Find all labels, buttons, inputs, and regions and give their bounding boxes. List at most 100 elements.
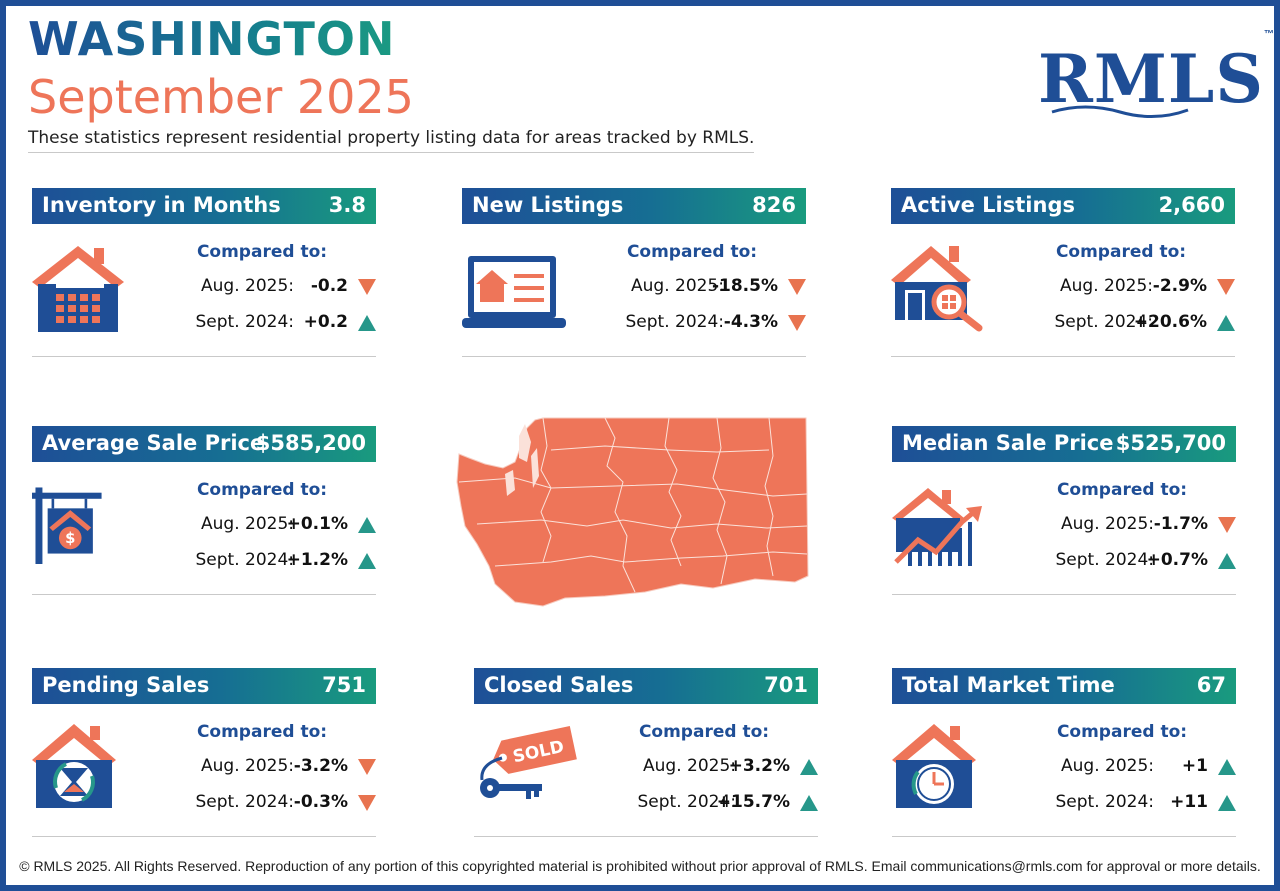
row-value: +15.7% (716, 792, 790, 812)
down-arrow-icon (788, 315, 806, 331)
row-label: Aug. 2025: (201, 756, 294, 776)
card-title: Average Sale Price (42, 431, 265, 455)
down-arrow-icon (1218, 517, 1236, 533)
logo-trademark: ™ (1263, 29, 1275, 40)
row-label: Aug. 2025: (201, 276, 294, 296)
comparison-row-year: Sept. 2024: +0.2 (118, 310, 378, 334)
row-value: +20.6% (1133, 312, 1207, 332)
compared-label: Compared to: (638, 722, 770, 742)
up-arrow-icon (358, 315, 376, 331)
row-value: +1.2% (286, 550, 348, 570)
divider (474, 836, 818, 837)
comparison-row-month: Aug. 2025: -1.7% (978, 512, 1238, 536)
row-label: Aug. 2025: (1061, 756, 1154, 776)
copyright-footer: © RMLS 2025. All Rights Reserved. Reprod… (19, 858, 1261, 874)
card-header: Total Market Time 67 (892, 668, 1236, 704)
row-label: Aug. 2025: (1060, 276, 1153, 296)
card-header: Active Listings 2,660 (891, 188, 1235, 224)
card-inventory-in-months: Inventory in Months 3.8 Compared to: Aug… (32, 188, 378, 360)
laptop-listing-icon (462, 256, 566, 328)
card-pending-sales: Pending Sales 751 Compared to: Aug. 2025… (32, 668, 378, 840)
row-value: +0.7% (1146, 550, 1208, 570)
up-arrow-icon (358, 553, 376, 569)
card-active-listings: Active Listings 2,660 Compared to: Aug. … (891, 188, 1237, 360)
row-value: -1.7% (1153, 514, 1208, 534)
card-value: 751 (322, 673, 366, 697)
compared-label: Compared to: (196, 480, 328, 500)
page-title: WASHINGTON (28, 12, 396, 66)
row-label: Sept. 2024: (195, 550, 294, 570)
card-header: Inventory in Months 3.8 (32, 188, 376, 224)
up-arrow-icon (1218, 795, 1236, 811)
card-average-sale-price: Average Sale Price $585,200 $ Compared t… (32, 426, 378, 598)
card-title: Active Listings (901, 193, 1075, 217)
row-label: Aug. 2025: (201, 514, 294, 534)
compared-label: Compared to: (1056, 722, 1188, 742)
card-value: $585,200 (255, 431, 366, 455)
compared-label: Compared to: (1055, 242, 1187, 262)
compared-label: Compared to: (626, 242, 758, 262)
compared-label: Compared to: (1056, 480, 1188, 500)
comparison-row-year: Sept. 2024: +15.7% (560, 790, 820, 814)
row-value: -0.2 (310, 276, 348, 296)
row-label: Sept. 2024: (637, 792, 736, 812)
row-value: -18.5% (711, 276, 778, 296)
up-arrow-icon (800, 759, 818, 775)
card-title: Closed Sales (484, 673, 634, 697)
comparison-row-month: Aug. 2025: +0.1% (118, 512, 378, 536)
down-arrow-icon (358, 759, 376, 775)
card-value: 2,660 (1158, 193, 1225, 217)
rmls-logo: RMLS™ (1038, 29, 1275, 118)
house-sign-dollar-icon: $ (32, 487, 102, 564)
divider (32, 356, 376, 357)
card-total-market-time: Total Market Time 67 Compared to: Aug. 2… (892, 668, 1238, 840)
row-value: -2.9% (1152, 276, 1207, 296)
comparison-row-month: Aug. 2025: -3.2% (118, 754, 378, 778)
row-value: +11 (1170, 792, 1208, 812)
row-label: Sept. 2024: (195, 312, 294, 332)
card-title: Total Market Time (902, 673, 1115, 697)
up-arrow-icon (800, 795, 818, 811)
divider (891, 356, 1235, 357)
down-arrow-icon (358, 279, 376, 295)
comparison-row-month: Aug. 2025: -2.9% (977, 274, 1237, 298)
row-label: Aug. 2025: (1061, 514, 1154, 534)
logo-swoosh-icon (1051, 105, 1189, 119)
down-arrow-icon (358, 795, 376, 811)
page-subtitle: These statistics represent residential p… (28, 128, 755, 153)
comparison-row-year: Sept. 2024: +20.6% (977, 310, 1237, 334)
row-label: Sept. 2024: (625, 312, 724, 332)
compared-label: Compared to: (196, 242, 328, 262)
card-header: Pending Sales 751 (32, 668, 376, 704)
row-value: +0.2 (303, 312, 348, 332)
logo-text: RMLS (1038, 40, 1264, 118)
comparison-row-year: Sept. 2024: -4.3% (548, 310, 808, 334)
comparison-row-year: Sept. 2024: +0.7% (978, 548, 1238, 572)
house-hourglass-icon (32, 724, 116, 808)
row-label: Sept. 2024: (1055, 792, 1154, 812)
row-value: +1 (1181, 756, 1208, 776)
up-arrow-icon (1218, 553, 1236, 569)
comparison-row-year: Sept. 2024: +1.2% (118, 548, 378, 572)
card-title: New Listings (472, 193, 624, 217)
comparison-row-year: Sept. 2024: -0.3% (118, 790, 378, 814)
row-value: +0.1% (286, 514, 348, 534)
comparison-row-month: Aug. 2025: +1 (978, 754, 1238, 778)
row-value: -0.3% (293, 792, 348, 812)
card-value: 826 (752, 193, 796, 217)
up-arrow-icon (1218, 759, 1236, 775)
card-header: Median Sale Price $525,700 (892, 426, 1236, 462)
card-median-sale-price: Median Sale Price $525,700 Compared to: … (892, 426, 1238, 598)
card-closed-sales: Closed Sales 701 SOLD Compared to: Aug. … (474, 668, 820, 840)
row-label: Sept. 2024: (1055, 550, 1154, 570)
comparison-row-month: Aug. 2025: +3.2% (560, 754, 820, 778)
row-value: -3.2% (293, 756, 348, 776)
svg-text:$: $ (65, 530, 75, 547)
divider (32, 836, 376, 837)
card-value: $525,700 (1115, 431, 1226, 455)
card-title: Median Sale Price (902, 431, 1114, 455)
card-title: Pending Sales (42, 673, 210, 697)
house-clock-icon (892, 724, 976, 808)
washington-county-map (456, 417, 809, 607)
card-value: 701 (764, 673, 808, 697)
